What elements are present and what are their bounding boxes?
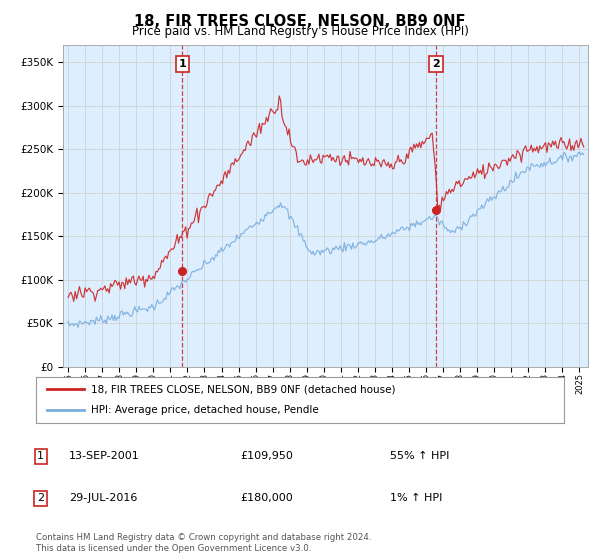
Text: 55% ↑ HPI: 55% ↑ HPI [390,451,449,461]
Text: 18, FIR TREES CLOSE, NELSON, BB9 0NF (detached house): 18, FIR TREES CLOSE, NELSON, BB9 0NF (de… [91,384,396,394]
Text: 29-JUL-2016: 29-JUL-2016 [69,493,137,503]
Text: Price paid vs. HM Land Registry's House Price Index (HPI): Price paid vs. HM Land Registry's House … [131,25,469,38]
Text: 13-SEP-2001: 13-SEP-2001 [69,451,140,461]
Text: 2: 2 [432,59,440,69]
Text: Contains HM Land Registry data © Crown copyright and database right 2024.
This d: Contains HM Land Registry data © Crown c… [36,533,371,553]
Text: HPI: Average price, detached house, Pendle: HPI: Average price, detached house, Pend… [91,405,319,416]
Text: 1% ↑ HPI: 1% ↑ HPI [390,493,442,503]
Text: £109,950: £109,950 [240,451,293,461]
Text: 18, FIR TREES CLOSE, NELSON, BB9 0NF: 18, FIR TREES CLOSE, NELSON, BB9 0NF [134,14,466,29]
Text: £180,000: £180,000 [240,493,293,503]
Text: 2: 2 [37,493,44,503]
Text: 1: 1 [179,59,187,69]
Text: 1: 1 [37,451,44,461]
